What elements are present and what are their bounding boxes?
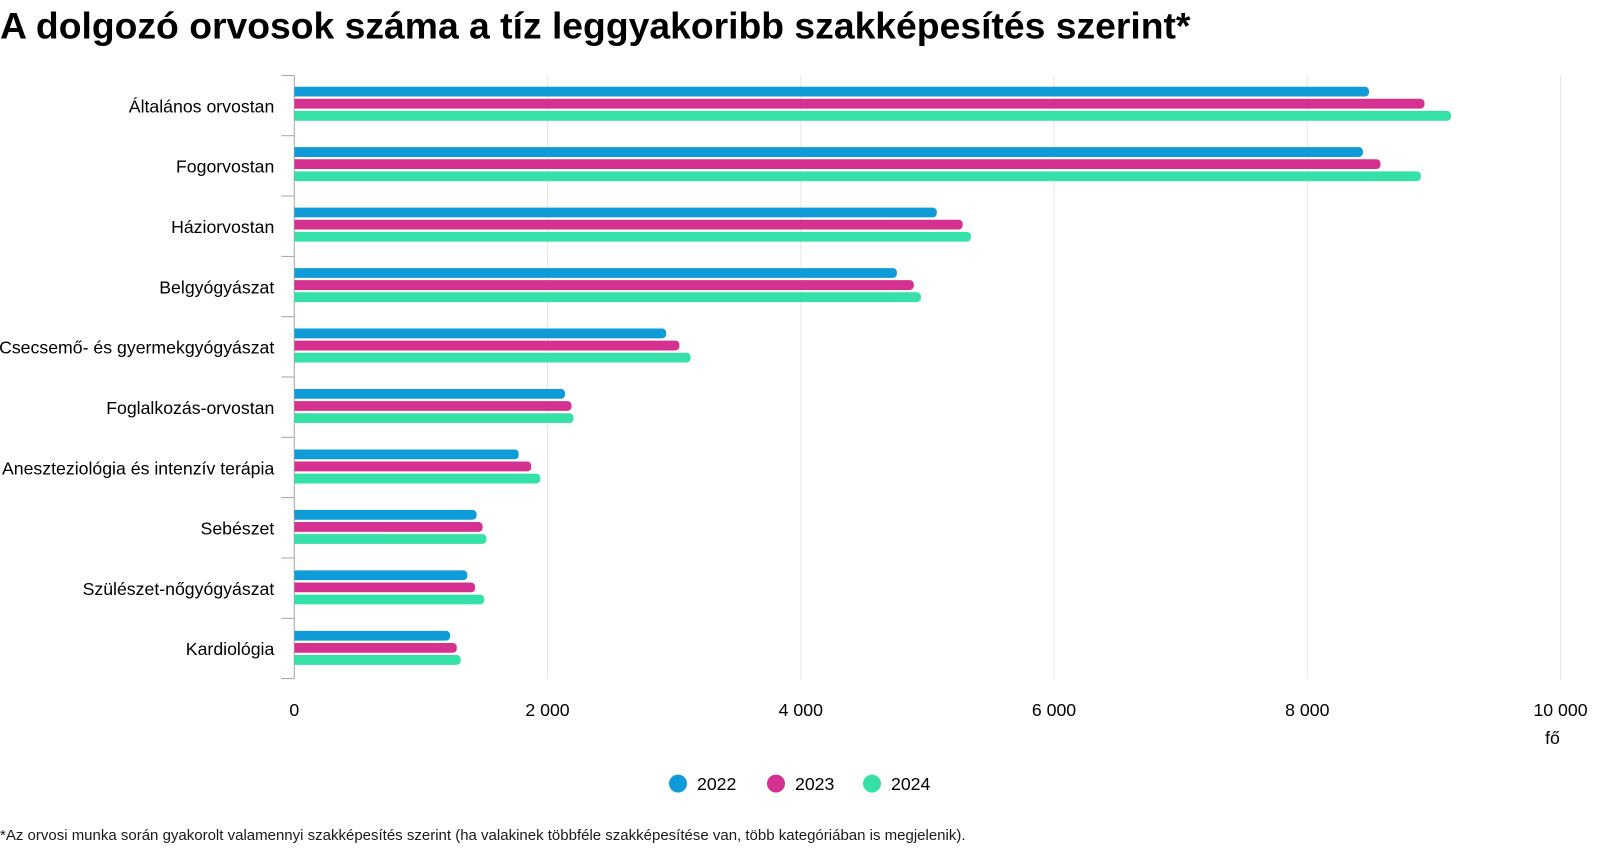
svg-text:Háziorvostan: Háziorvostan xyxy=(171,217,274,237)
svg-text:4 000: 4 000 xyxy=(779,700,823,720)
svg-text:10 000: 10 000 xyxy=(1533,700,1587,720)
svg-text:Csecsemő- és gyermekgyógyászat: Csecsemő- és gyermekgyógyászat xyxy=(0,338,274,358)
svg-text:*Az orvosi munka során gyakoro: *Az orvosi munka során gyakorolt valamen… xyxy=(0,827,966,844)
svg-text:Kardiológia: Kardiológia xyxy=(186,639,275,659)
svg-text:Fogorvostan: Fogorvostan xyxy=(176,157,274,177)
svg-text:Belgyógyászat: Belgyógyászat xyxy=(159,277,274,297)
svg-text:2 000: 2 000 xyxy=(525,700,569,720)
svg-text:Aneszteziológia és intenzív te: Aneszteziológia és intenzív terápia xyxy=(2,458,275,478)
svg-text:Szülészet-nőgyógyászat: Szülészet-nőgyógyászat xyxy=(83,579,275,599)
svg-text:A dolgozó orvosok száma a tíz: A dolgozó orvosok száma a tíz leggyakori… xyxy=(0,5,1191,47)
svg-text:2023: 2023 xyxy=(795,774,835,794)
svg-text:8 000: 8 000 xyxy=(1285,700,1329,720)
svg-text:2022: 2022 xyxy=(697,774,736,794)
svg-text:6 000: 6 000 xyxy=(1032,700,1076,720)
svg-text:0: 0 xyxy=(289,700,299,720)
svg-text:fő: fő xyxy=(1545,728,1560,748)
svg-text:2024: 2024 xyxy=(891,774,931,794)
svg-text:Sebészet: Sebészet xyxy=(201,519,275,539)
svg-text:Foglalkozás-orvostan: Foglalkozás-orvostan xyxy=(106,398,274,418)
svg-text:Általános orvostan: Általános orvostan xyxy=(129,96,275,116)
